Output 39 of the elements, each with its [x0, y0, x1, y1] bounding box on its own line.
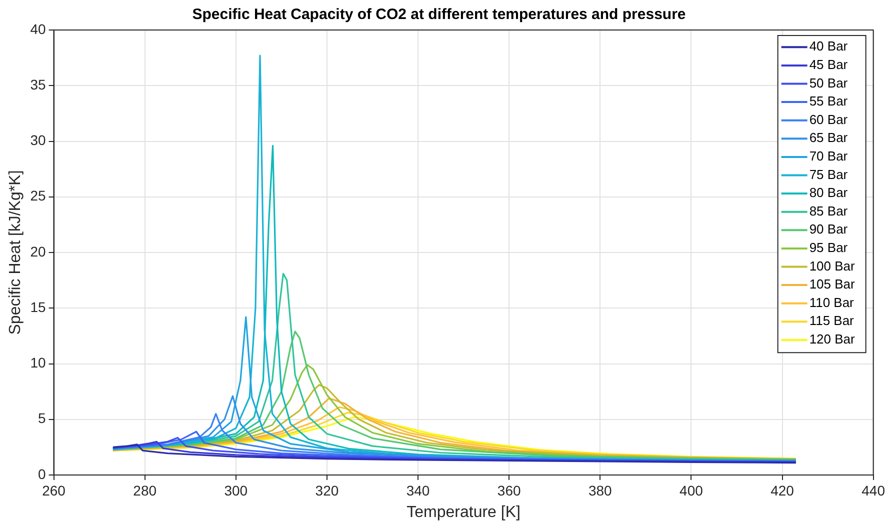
- x-tick-label: 400: [680, 482, 704, 498]
- y-tick-label: 0: [38, 466, 46, 482]
- y-tick-label: 35: [30, 76, 46, 92]
- x-axis-title: Temperature [K]: [406, 504, 520, 521]
- legend-label: 75 Bar: [809, 166, 848, 182]
- legend-label: 105 Bar: [809, 276, 856, 292]
- y-tick-label: 30: [30, 132, 46, 148]
- legend-label: 115 Bar: [809, 313, 855, 328]
- legend-label: 100 Bar: [809, 258, 856, 274]
- chart-title: Specific Heat Capacity of CO2 at different temperatures and pressure: [192, 6, 686, 24]
- x-tick-label: 340: [406, 482, 430, 498]
- x-tick-label: 300: [224, 482, 248, 498]
- legend-label: 45 Bar: [809, 57, 848, 72]
- legend-label: 55 Bar: [809, 94, 848, 109]
- legend-label: 120 Bar: [809, 332, 856, 347]
- x-tick-label: 360: [497, 482, 521, 498]
- legend-label: 70 Bar: [809, 148, 848, 164]
- legend-label: 85 Bar: [809, 203, 848, 218]
- x-tick-label: 420: [770, 482, 794, 498]
- legend-label: 50 Bar: [809, 75, 848, 90]
- legend-label: 90 Bar: [809, 222, 848, 237]
- y-tick-label: 5: [38, 410, 46, 426]
- y-tick-label: 15: [30, 298, 46, 315]
- y-tick-label: 25: [30, 188, 46, 204]
- legend-label: 110 Bar: [809, 294, 855, 310]
- y-tick-label: 20: [30, 243, 46, 260]
- y-axis-title: Specific Heat [kJ/Kg*K]: [7, 170, 24, 335]
- x-tick-label: 260: [42, 482, 66, 498]
- legend-label: 95 Bar: [809, 240, 848, 256]
- x-tick-label: 380: [588, 482, 612, 498]
- y-tick-label: 40: [30, 20, 46, 37]
- legend-label: 80 Bar: [809, 185, 848, 200]
- x-tick-label: 320: [315, 482, 339, 498]
- legend-label: 65 Bar: [809, 130, 848, 146]
- x-tick-label: 280: [133, 482, 157, 498]
- y-tick-label: 10: [30, 354, 46, 371]
- x-tick-label: 440: [862, 482, 886, 498]
- legend-label: 60 Bar: [809, 112, 848, 127]
- legend-label: 40 Bar: [809, 38, 848, 54]
